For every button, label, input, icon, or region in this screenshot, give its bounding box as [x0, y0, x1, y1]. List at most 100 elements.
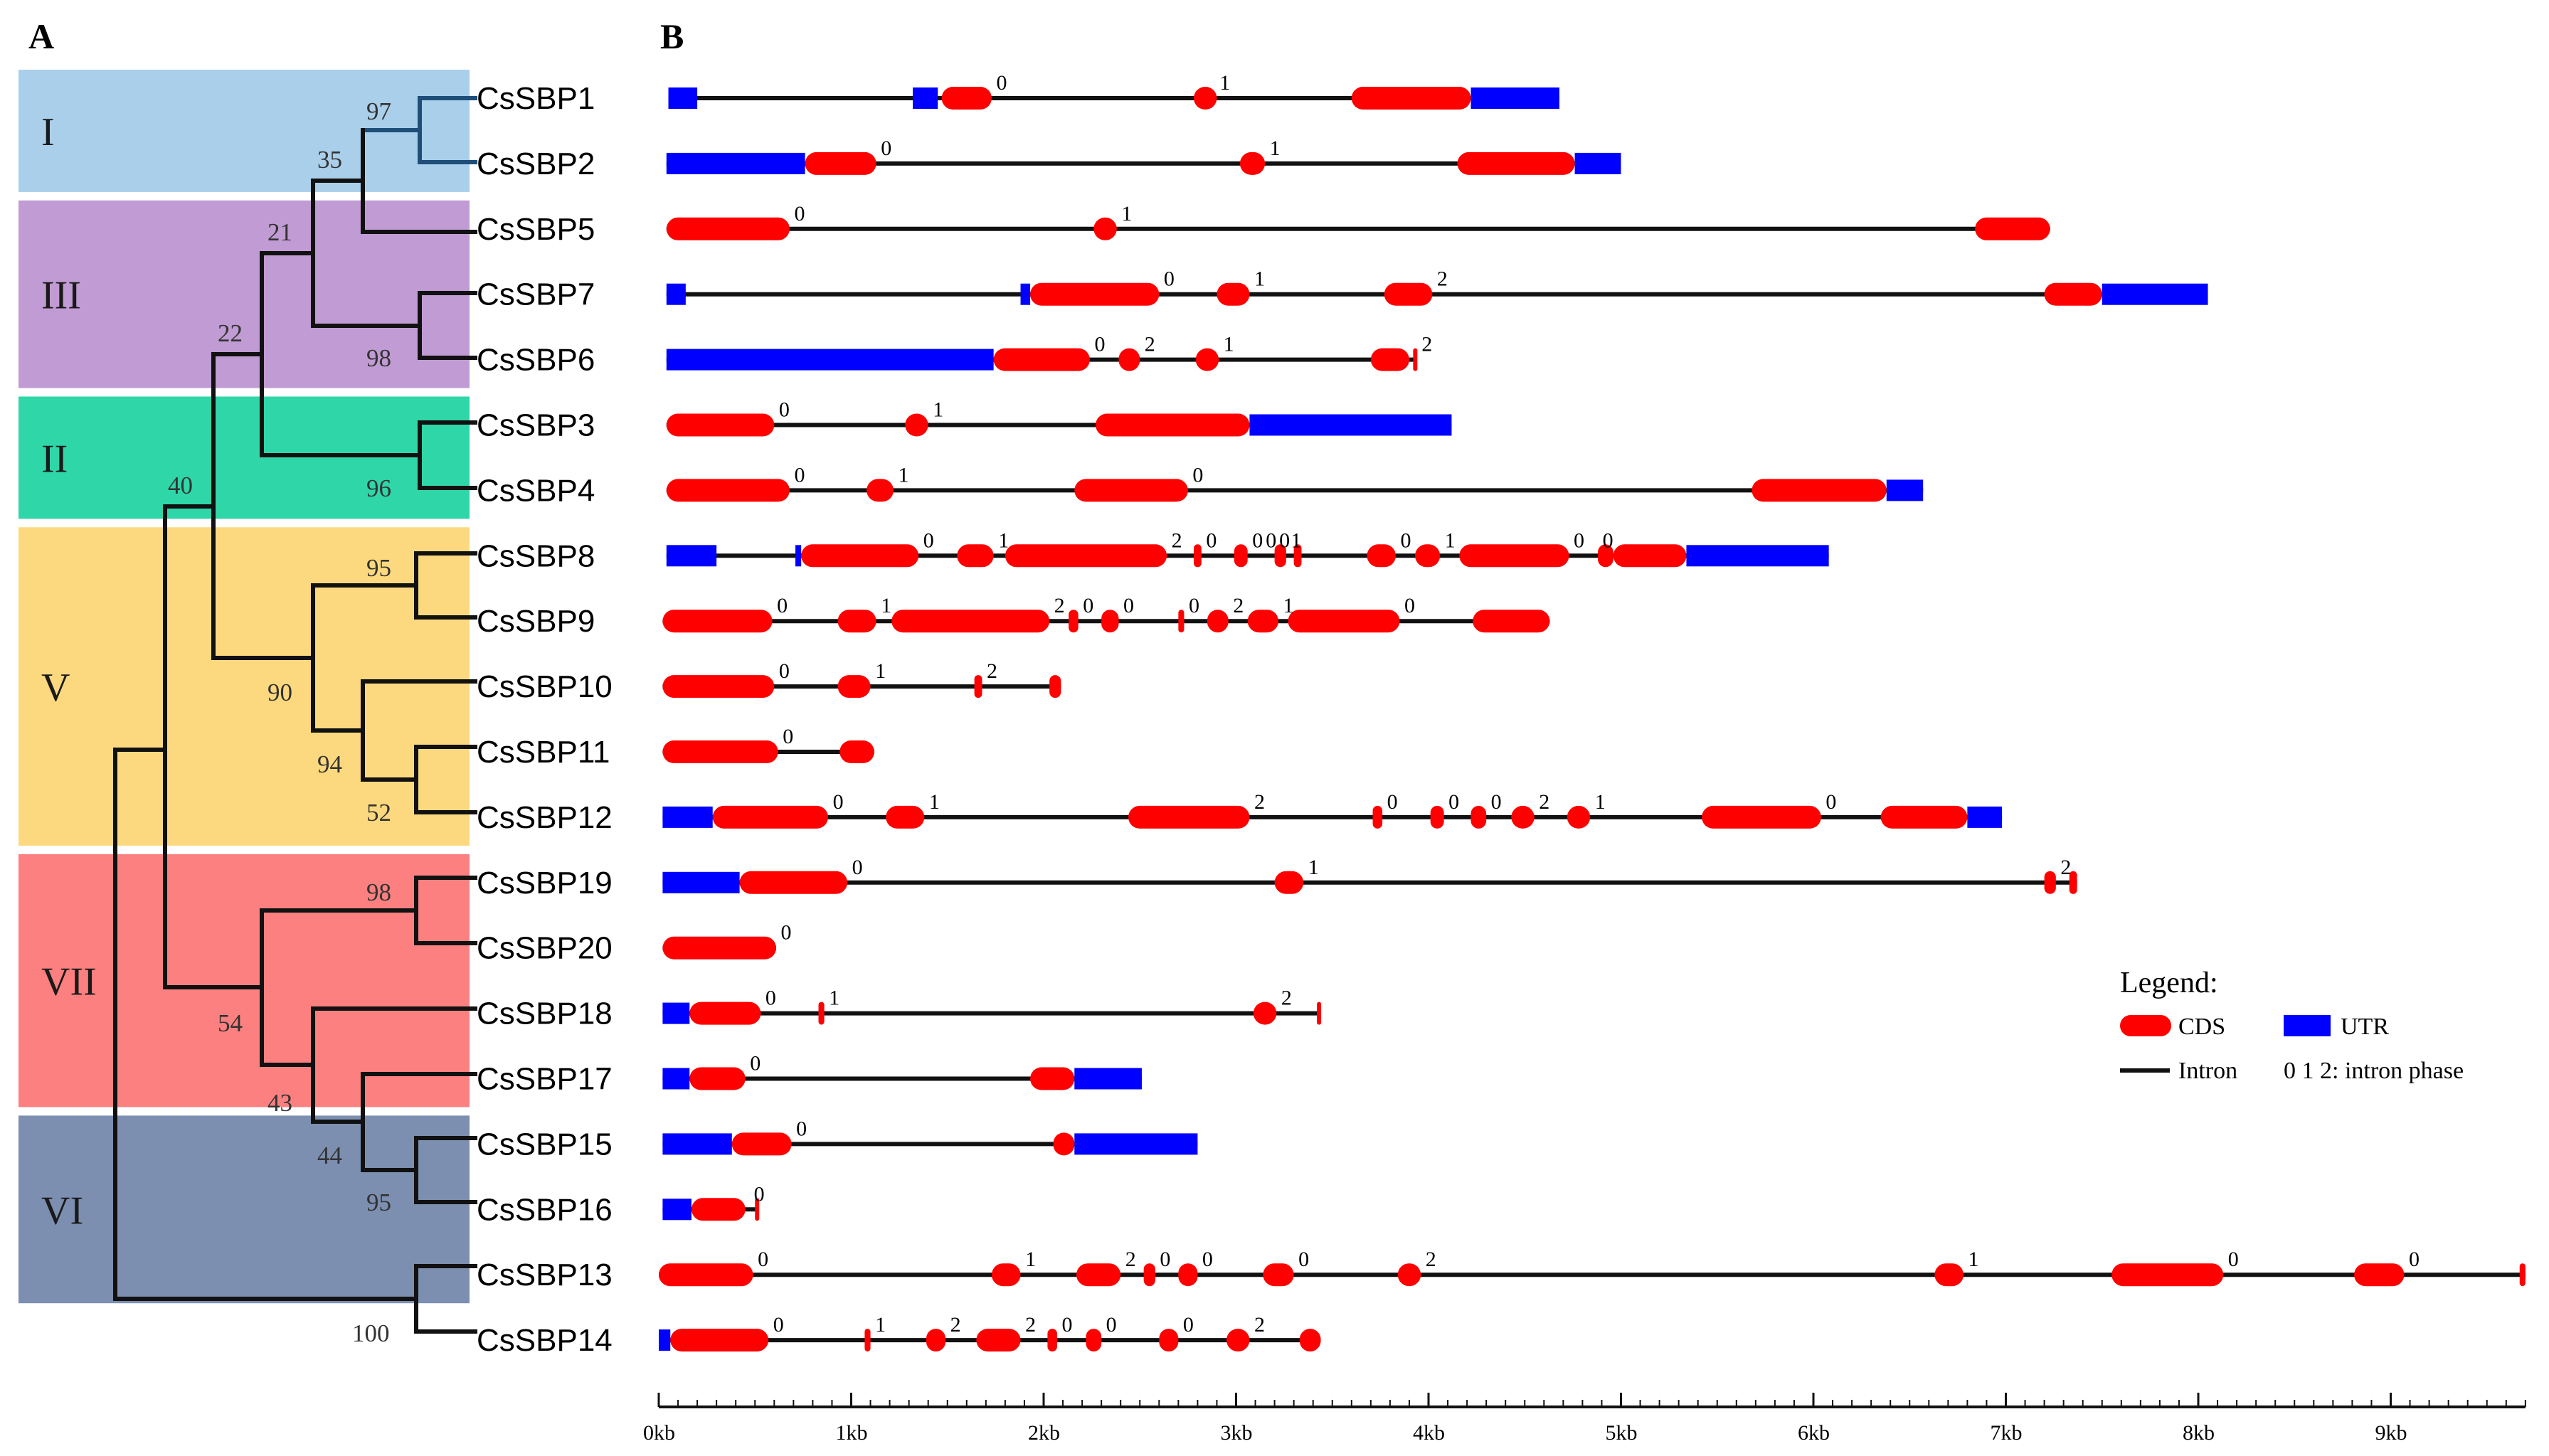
intron-phase-label: 1 [933, 398, 943, 422]
cds-box [1143, 1263, 1155, 1287]
cds-box [1030, 282, 1160, 306]
gene-structure: 0 [662, 921, 792, 960]
intron-phase-label: 0 [1266, 528, 1276, 552]
cds-box [1299, 1329, 1321, 1352]
cds-box [1178, 610, 1185, 633]
cds-box [1274, 871, 1304, 894]
cds-box [1195, 348, 1219, 371]
intron-phase-label: 0 [754, 1182, 765, 1206]
cds-box [993, 348, 1090, 371]
utr-box [662, 1068, 690, 1090]
intron-phase-label: 0 [1202, 1248, 1213, 1271]
utr-box [662, 1133, 732, 1155]
axis-tick-label: 1kb [836, 1421, 868, 1445]
bootstrap-value: 35 [317, 146, 342, 174]
cds-box [1053, 1132, 1075, 1156]
tree-branch [311, 679, 477, 782]
cds-box [691, 1198, 746, 1221]
clade-box-V [18, 527, 470, 846]
tree-branch [113, 1264, 477, 1334]
bootstrap-value: 43 [267, 1089, 292, 1117]
intron-phase-label: 2 [1054, 594, 1065, 617]
cds-box [739, 871, 848, 894]
utr-box [1686, 545, 1829, 567]
utr-box [666, 283, 686, 305]
intron-phase-label: 2 [1172, 528, 1182, 552]
gene-name: CsSBP12 [477, 800, 613, 835]
utr-box [1886, 479, 1924, 501]
utr-box [1967, 806, 2003, 828]
utr-box [2102, 283, 2208, 305]
legend: Legend: CDS UTR Intron 0 1 2: intron pha… [2120, 967, 2464, 1084]
intron-phase-label: 0 [1160, 1248, 1170, 1271]
cds-box [1118, 348, 1140, 371]
intron-phase-label: 2 [1233, 594, 1244, 617]
utr-box [662, 1002, 690, 1024]
gene-name: CsSBP3 [477, 408, 595, 443]
cds-box [886, 805, 925, 829]
intron-phase-label: 2 [1145, 333, 1155, 356]
intron-phase-label: 0 [783, 725, 793, 748]
gene-name: CsSBP13 [477, 1258, 613, 1292]
cds-box [1752, 479, 1887, 502]
cds-box [864, 1329, 871, 1352]
axis-tick-label: 3kb [1221, 1421, 1253, 1445]
gene-name: CsSBP9 [477, 604, 595, 639]
axis-tick-label: 6kb [1798, 1421, 1830, 1445]
intron-phase-label: 0 [1183, 1313, 1194, 1337]
gene-structure: 0 1 2 [662, 659, 1061, 698]
intron-phase-label: 0 [1448, 790, 1459, 814]
intron-phase-label: 1 [1283, 594, 1294, 617]
intron-phase-label: 0 [1401, 528, 1411, 552]
cds-box [662, 675, 775, 698]
intron-phase-label: 1 [881, 594, 891, 617]
axis-tick-label: 7kb [1991, 1421, 2023, 1445]
cds-box [1239, 152, 1266, 175]
axis-tick-label: 5kb [1606, 1421, 1638, 1445]
utr-box [1249, 414, 1452, 436]
cds-box [1384, 282, 1433, 306]
cds-box [1159, 1329, 1179, 1352]
intron-phase-label: 0 [1279, 528, 1290, 552]
cds-box [837, 675, 871, 698]
intron-phase-label: 0 [923, 528, 934, 552]
intron-phase-label: 1 [899, 463, 909, 487]
cds-box [1934, 1263, 1964, 1287]
cds-box [666, 413, 775, 437]
cds-box [689, 1001, 761, 1025]
cds-box [801, 544, 919, 568]
cds-box [1293, 544, 1302, 568]
intron-phase-label: 2 [1254, 1313, 1265, 1337]
intron-phase-label: 0 [1094, 333, 1105, 356]
intron-phase-label: 1 [829, 987, 839, 1010]
utr-box [913, 87, 938, 109]
cds-box [1253, 1001, 1277, 1025]
intron-phase-label: 2 [987, 659, 997, 683]
cds-box [2044, 282, 2102, 306]
kb-axis: 0kb 1kb 2kb 3kb 4kb 5kb 6kb 7kb 8kb 9kb [643, 1393, 2526, 1445]
intron-phase-label: 0 [773, 1313, 784, 1337]
gene-name: CsSBP7 [477, 277, 595, 312]
utr-box [659, 1329, 671, 1351]
panel-a-label: A [28, 16, 54, 56]
phylogenetic-tree [113, 96, 477, 1334]
gene-name: CsSBP8 [477, 538, 595, 573]
gene-structure: 0 1 2 [662, 987, 1322, 1025]
gene-structures: 0 10 10 10 1 20 2 1 20 10 1 00 1 2 0 0 0 0 1 0 1 0 00 1 2 0 0 0 2 1 00… [659, 71, 2526, 1352]
intron-phase-label: 0 [881, 137, 891, 160]
gene-structure: 0 2 1 2 [666, 333, 1432, 371]
cds-box [1430, 805, 1444, 829]
cds-box [1473, 610, 1550, 633]
utr-box [668, 87, 698, 109]
intron-phase-label: 0 [1189, 594, 1199, 617]
axis-tick-label: 4kb [1413, 1421, 1445, 1445]
utr-box [666, 545, 717, 567]
cds-box [891, 610, 1050, 633]
gene-structure: 0 [662, 1052, 1142, 1090]
cds-box [731, 1132, 792, 1156]
intron-phase-label: 0 [1387, 790, 1398, 814]
cds-box [974, 675, 982, 698]
intron-phase-label: 0 [1825, 790, 1836, 814]
cds-box [1397, 1263, 1421, 1287]
